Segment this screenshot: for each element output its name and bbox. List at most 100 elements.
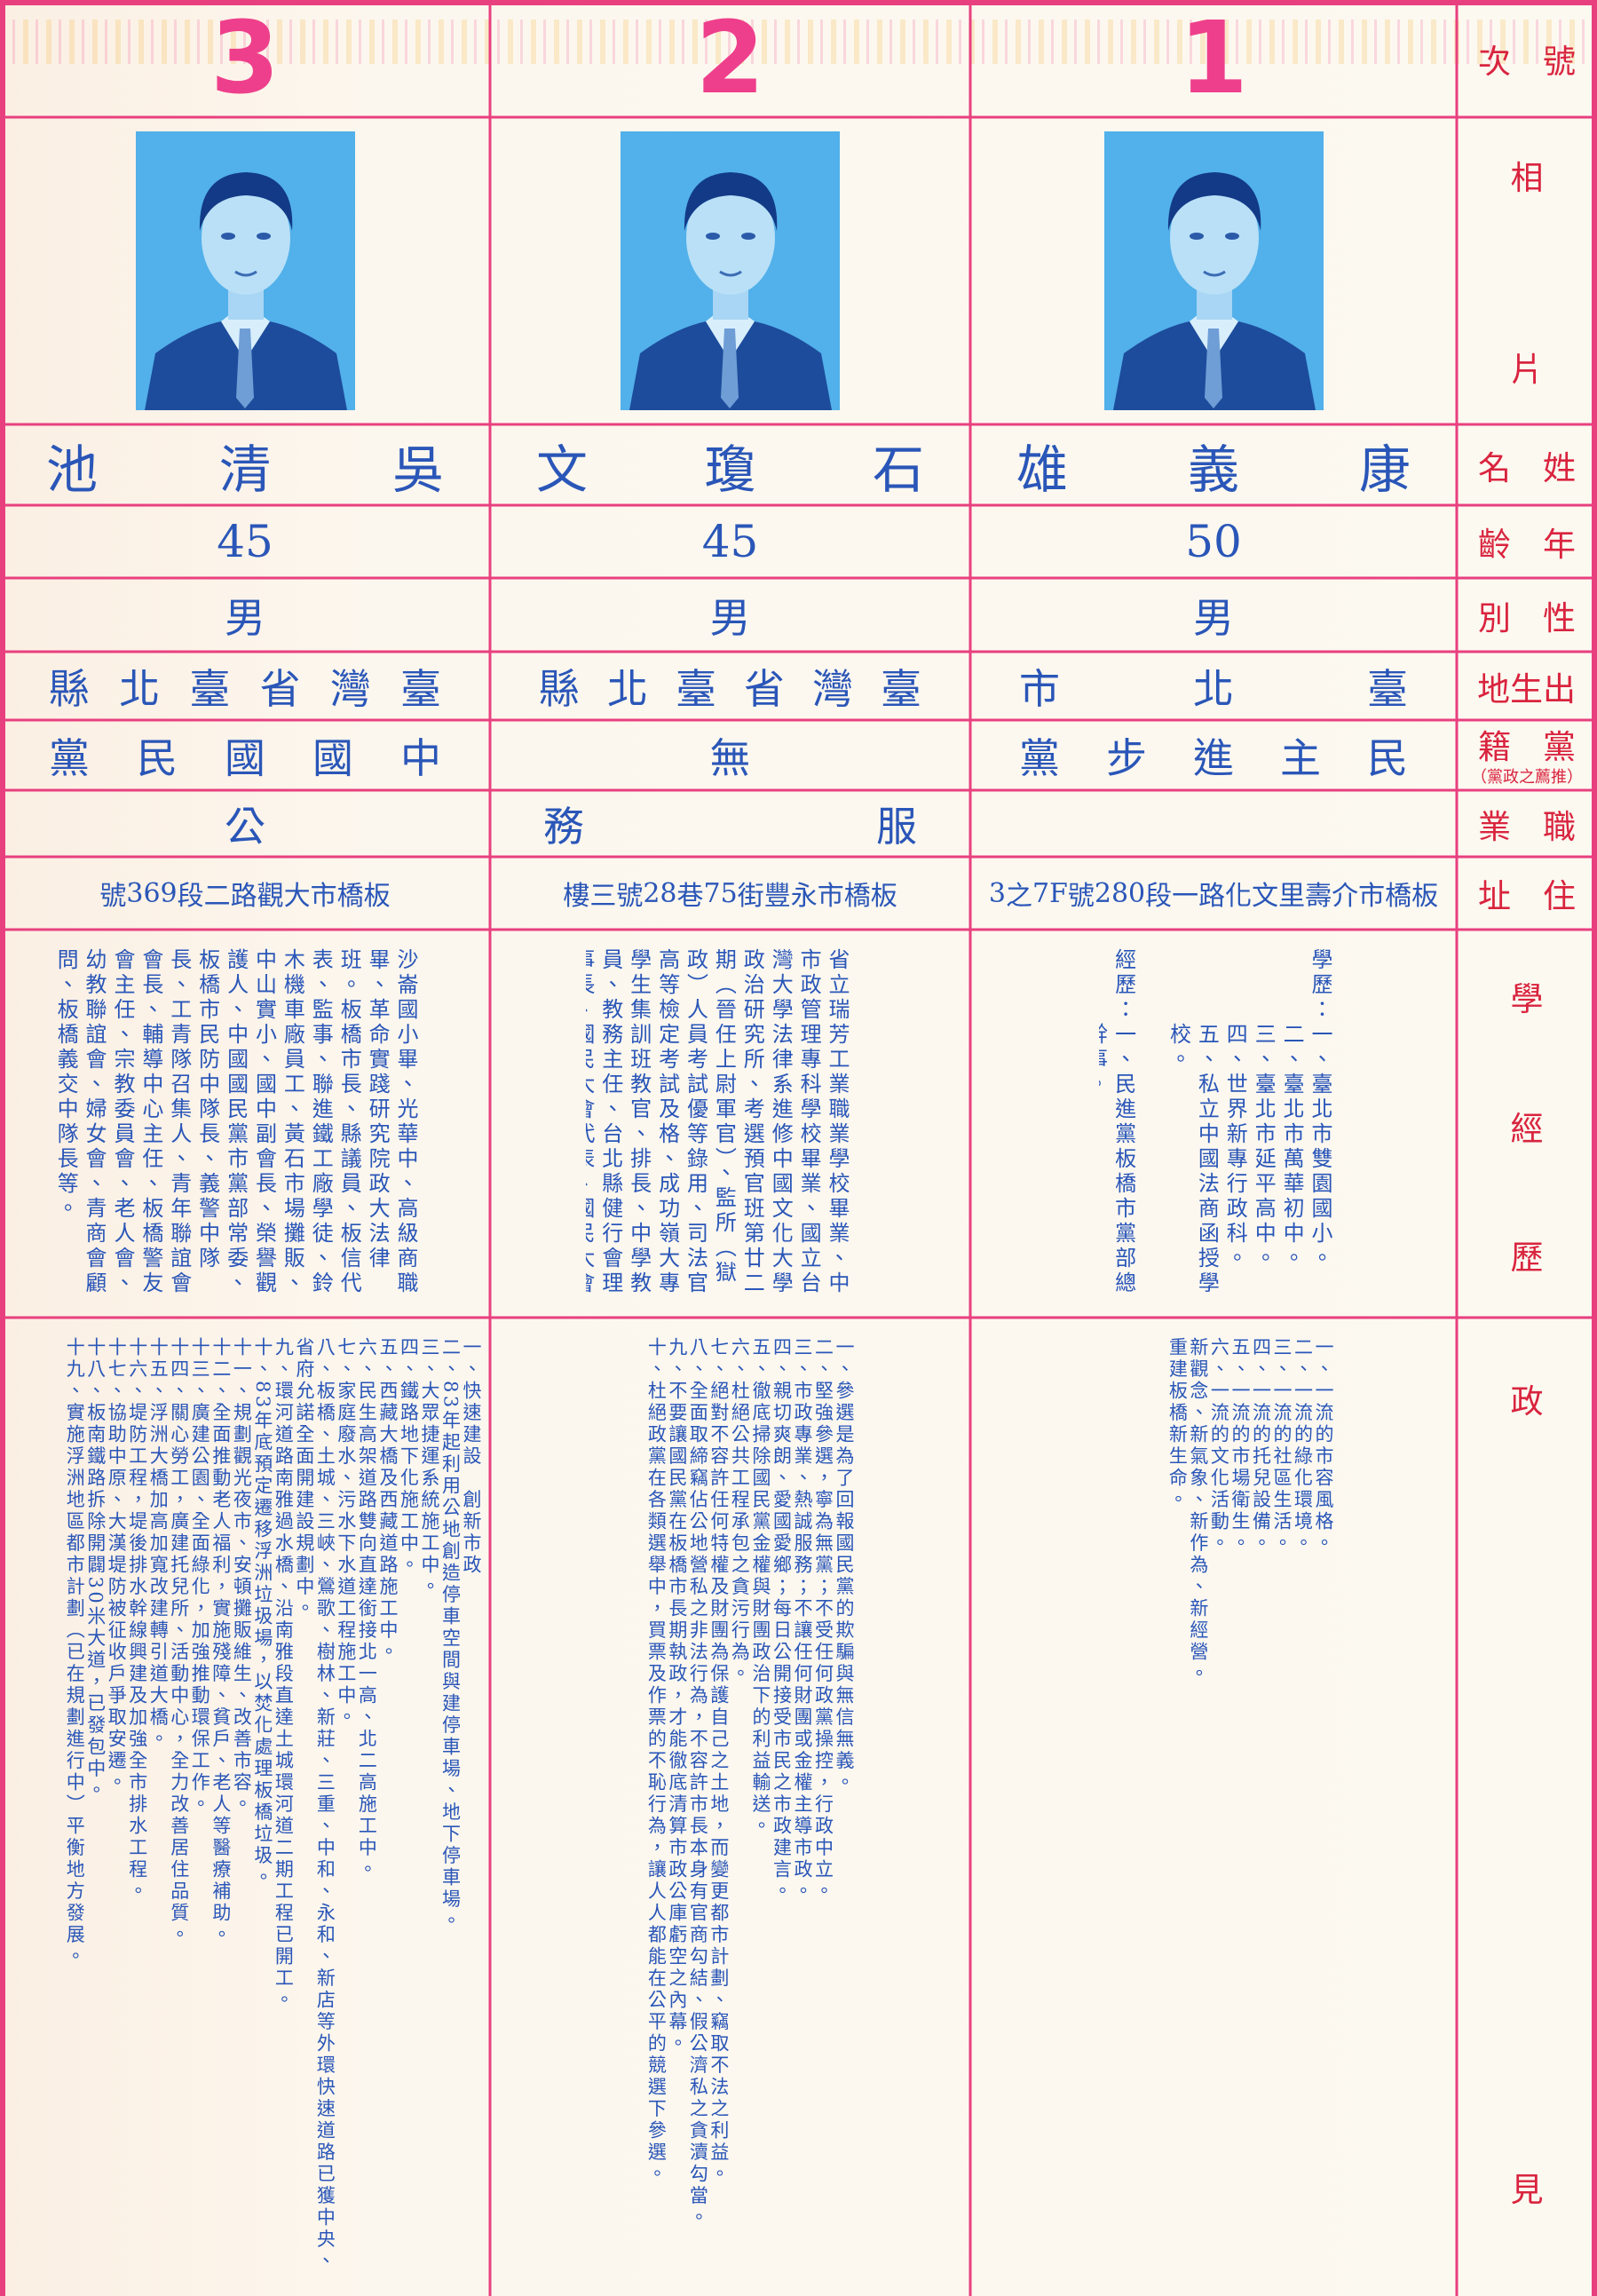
platform-item: 十九、實施浮洲地區都市計劃（已在規劃進行中）平衡地方發展。 [64,1337,86,1968]
photo-art [135,131,355,410]
glyph: 永 [790,881,818,912]
candidate-occupation: 服務 [490,790,970,857]
header-label: 姓名 [1457,424,1597,505]
platform-item: 十三、廣建公園、全面綠化，加強推動環保工作。 [189,1337,211,1816]
glyph: 50 [1185,516,1242,567]
candidate-name: 石瓊文 [490,424,970,505]
glyph: 池 [46,439,99,500]
glyph: 雄 [1016,439,1069,500]
glyph: 段 [177,881,204,912]
glyph: 巷 [676,881,704,912]
glyph: 薦 [1535,768,1551,787]
photo-art [621,131,840,410]
glyph: 片 [1510,351,1544,389]
candidate-name: 吳清池 [0,424,490,505]
glyph: 地 [1477,669,1510,709]
glyph: 經 [1510,1109,1544,1148]
header-label: 年齡 [1457,505,1597,578]
glyph: 豐 [763,881,791,912]
photo-art [1103,131,1324,410]
glyph: 民 [137,733,178,782]
header-label: 性別 [1457,578,1597,652]
platform-box: 一、參選是為了回報國民黨的欺騙與無信無義。 二、堅強參選，寧為無黨；不受任何政黨操… [568,1337,854,2289]
glyph: 大 [283,881,311,912]
experience-item: 省立瑞芳工業職業學校畢業、中市政管理專科學校畢業、國立台灣大學法律系進修中國文化… [586,948,850,1296]
glyph: 省 [259,664,301,713]
glyph: 灣 [329,664,371,713]
glyph: 3 [988,877,1006,909]
glyph: 職 [1543,807,1576,846]
glyph: 橋 [843,881,871,912]
glyph: 市 [1358,881,1386,912]
glyph: 無 [709,733,751,782]
glyph: 臺 [1367,664,1408,713]
platform-item: 九、環河道路南雅過水橋、沿南雅段直達土城環河道二期工程已開工。 [273,1337,295,2012]
candidate-sex: 男 [0,578,490,652]
glyph: 民 [1367,733,1408,782]
glyph: 次 [1478,43,1511,81]
glyph: 臺 [881,664,921,713]
experience-box: 學歷：一、臺北市雙園國小。 二、臺北市萬華初中。 三、臺北市延平高中。 四、世界新專行… [1099,948,1333,1303]
glyph: 推 [1551,768,1567,787]
platform-item: 五、一流的市場衛生。 [1229,1337,1251,1555]
glyph: 國 [312,733,353,782]
glyph: 里 [1278,881,1306,912]
header-label: 職業 [1457,790,1597,857]
glyph: 縣 [49,664,90,713]
glyph: 75 [703,877,738,909]
glyph: 號 [1543,43,1576,81]
glyph: 樓 [563,881,590,912]
glyph: 369 [126,877,178,909]
glyph: 相 [1510,159,1544,197]
glyph: （ [1567,768,1583,787]
glyph: 年 [1543,526,1576,564]
glyph: 主 [1280,733,1321,782]
glyph: 籍 [1478,727,1511,766]
header-note: （推薦之政黨） [1457,764,1597,788]
candidate-number: 2 [695,1,765,116]
glyph: 二 [203,881,231,912]
candidate-photo [135,131,355,410]
glyph: 45 [217,516,273,567]
glyph: 路 [230,881,257,912]
glyph: 住 [1543,877,1576,915]
glyph: 黨 [49,733,90,782]
experience-item: 三、臺北市延平高中。 [1251,1023,1277,1271]
glyph: 政 [1510,1382,1544,1421]
glyph: 文 [536,439,589,500]
glyph: 橋 [1385,881,1412,912]
candidate-photo [1103,131,1324,410]
glyph: 市 [817,881,844,912]
glyph: 7F [1032,877,1068,909]
glyph: 男 [709,593,751,642]
glyph: 號 [99,881,127,912]
glyph: 臺 [676,664,716,713]
glyph: 橋 [336,881,364,912]
glyph: 三 [589,881,617,912]
glyph: 北 [607,664,648,713]
platform-item: 九、不要讓國民黨在板橋市長期執政，才能徹底清算市政公庫虧空之內幕。 [666,1337,688,2055]
glyph: 介 [1332,881,1359,912]
platform-item: 一、參選是為了回報國民黨的欺騙與無信無義。 [834,1337,854,1794]
platform-item: 十七、協助中原、大漢堤防被征收戶爭取安遷。 [106,1337,128,1794]
header-label: 黨籍 [1457,720,1597,767]
platform-item: 一、一流的市容風格。 [1313,1337,1333,1555]
platform-item: 十、杜絕政黨在各類選舉中，買票及作票的不恥行為，讓人人都能在公平的競選下參選。 [645,1337,668,2186]
glyph: 生 [1510,669,1543,709]
platform-item: 十八、板南鐵路拆除開闢30米大道，已發包中。 [84,1337,107,1802]
platform-item: 四、鐵路地下化施工中。 [398,1337,420,1577]
glyph: 齡 [1478,526,1511,564]
glyph: 280 [1094,877,1146,909]
candidate-address: 板橋市介壽里文化路一段 280 號 7F 之 3 [970,857,1457,930]
candidate-number: 3 [210,1,280,116]
platform-item: 七、絕對不容許任何特權及財團為保護自己之土地，而變更都市計劃、竊取不法之利益。 [708,1337,730,2186]
glyph: 務 [543,802,584,851]
candidate-age: 45 [490,505,970,578]
experience-item: 學歷：一、臺北市雙園國小。 [1308,948,1332,1271]
glyph: 性 [1543,598,1576,637]
platform-item: 三、大眾捷運系統施工中。 [418,1337,440,1598]
candidate-age: 45 [0,505,490,578]
glyph: 政 [1503,768,1519,787]
platform-item: 五、徹底掃除國民黨金權與財團政治下的利益輸送。 [749,1337,771,1838]
